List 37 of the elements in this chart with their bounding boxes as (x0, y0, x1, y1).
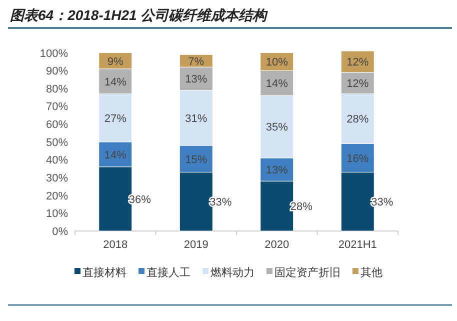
data-label: 9% (107, 56, 124, 68)
data-label: 27% (104, 112, 127, 125)
y-tick-label: 90% (46, 66, 68, 78)
x-tick-label: 2018 (103, 239, 128, 251)
data-label: 14% (104, 149, 127, 162)
data-label: 12% (346, 78, 369, 90)
data-label: 10% (266, 56, 288, 69)
data-label: 15% (185, 154, 208, 166)
y-tick-label: 40% (46, 154, 68, 167)
legend-label: 直接材料 (82, 266, 126, 279)
legend-label: 固定资产折旧 (274, 266, 340, 279)
data-label: 35% (266, 122, 288, 134)
data-label: 16% (346, 152, 369, 165)
y-tick-label: 30% (46, 172, 68, 185)
chart-title: 图表64：2018-1H21 公司碳纤维成本结构 (10, 7, 269, 23)
legend-label: 燃料动力 (210, 266, 254, 279)
y-tick-label: 100% (40, 48, 68, 60)
legend-label: 其他 (360, 266, 382, 279)
x-tick-label: 2019 (184, 239, 208, 251)
data-label: 14% (104, 76, 127, 88)
legend-label: 直接人工 (146, 266, 190, 279)
data-label: 12% (346, 56, 369, 69)
data-label: 13% (266, 164, 288, 177)
y-tick-label: 80% (46, 83, 68, 96)
y-tick-label: 50% (46, 136, 68, 149)
data-label: 31% (185, 112, 208, 125)
y-tick-label: 60% (46, 119, 68, 132)
data-label: 7% (188, 56, 204, 68)
data-label: 28% (346, 114, 369, 126)
y-tick-label: 0% (52, 226, 68, 238)
data-label: 14% (266, 78, 288, 90)
x-tick-label: 2020 (264, 239, 290, 251)
x-tick-label: 2021H1 (338, 239, 377, 251)
y-tick-label: 10% (46, 208, 68, 220)
y-tick-label: 20% (46, 190, 68, 202)
data-label: 13% (185, 74, 208, 86)
y-tick-label: 70% (46, 101, 68, 114)
